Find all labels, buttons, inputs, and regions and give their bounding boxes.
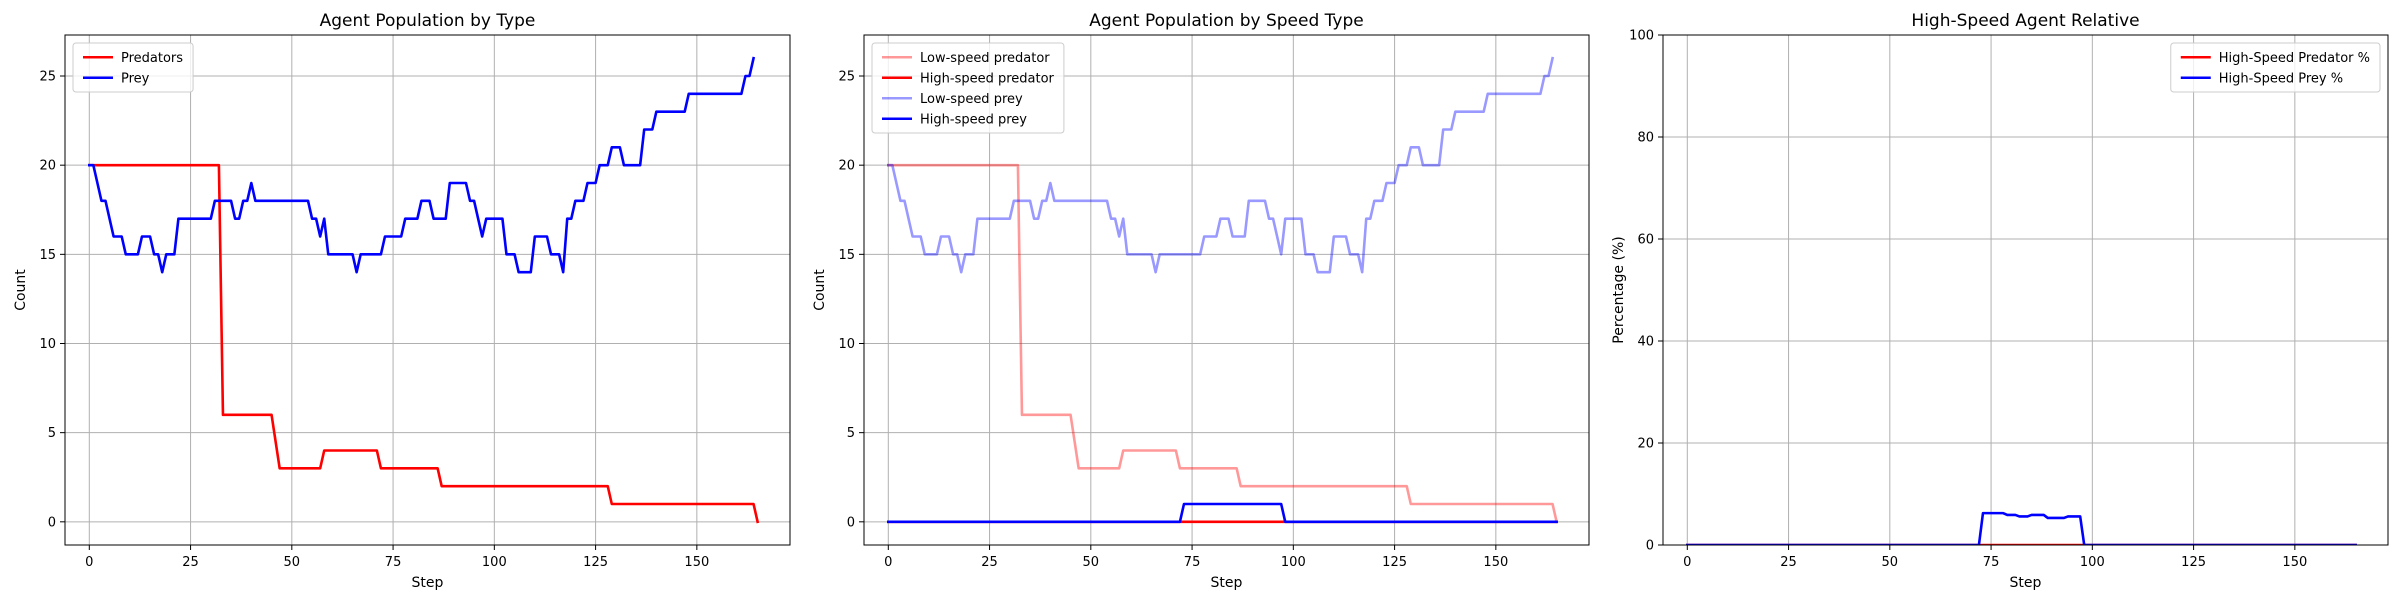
x-tick-label: 125	[583, 555, 608, 570]
y-tick-label: 0	[48, 515, 56, 530]
series-line-prey	[88, 56, 756, 274]
chart-title: High-Speed Agent Relative	[1911, 11, 2139, 31]
legend-entry: High-speed predator	[920, 71, 1055, 86]
legend: Predators Prey	[72, 42, 194, 93]
series-line-low-speed-predator	[887, 163, 1559, 524]
y-tick-label: 5	[847, 426, 855, 441]
y-tick-label: 0	[1646, 539, 1654, 554]
chart-3: 0 25 50 75 100 125 150 0 20 40 60 80 100 High-Speed A…	[1611, 11, 2389, 591]
y-axis-label: Percentage (%)	[1611, 236, 1627, 343]
series-group	[887, 56, 1559, 524]
x-tick-label: 50	[284, 555, 301, 570]
plot-frame	[1662, 34, 2389, 546]
y-axis-label: Count	[812, 269, 828, 311]
y-tick-label: 20	[39, 159, 56, 174]
x-tick-label: 100	[1281, 555, 1306, 570]
y-tick-label: 60	[1637, 233, 1654, 248]
x-tick-label: 150	[684, 555, 709, 570]
legend-box	[72, 42, 194, 93]
y-tick-label: 20	[838, 159, 855, 174]
legend-entry: Predators	[121, 51, 183, 66]
plot-frame	[64, 34, 791, 546]
x-tick-label: 25	[981, 555, 998, 570]
y-tick-label: 0	[847, 515, 855, 530]
legend-entry: Low-speed prey	[920, 92, 1023, 107]
x-tick-label: 100	[2080, 555, 2105, 570]
y-tick-label: 40	[1637, 335, 1654, 350]
y-tick-label: 20	[1637, 437, 1654, 452]
x-tick-label: 50	[1083, 555, 1100, 570]
x-tick-label: 100	[482, 555, 507, 570]
x-tick-label: 0	[1683, 555, 1691, 570]
x-tick-label: 0	[85, 555, 93, 570]
series-group	[1686, 511, 2357, 545]
series-line-high-speed-prey	[887, 502, 1558, 524]
x-axis-label: Step	[412, 575, 444, 591]
chart-1: 0 25 50 75 100 125 150 0 5 10 15 20 25 Agent Populati…	[13, 11, 791, 591]
plot-frame	[863, 34, 1590, 546]
x-axis-label: Step	[2010, 575, 2042, 591]
y-tick-label: 15	[838, 248, 855, 263]
legend-entry: High-Speed Prey %	[2219, 71, 2343, 86]
series-group	[88, 56, 760, 524]
y-tick-label: 15	[39, 248, 56, 263]
x-tick-label: 0	[884, 555, 892, 570]
series-line-predators	[88, 163, 760, 524]
legend: High-Speed Predator % High-Speed Prey %	[2170, 42, 2381, 93]
y-tick-label: 10	[838, 337, 855, 352]
x-tick-label: 150	[2282, 555, 2307, 570]
x-tick-label: 25	[182, 555, 199, 570]
x-tick-label: 25	[1780, 555, 1797, 570]
chart-title: Agent Population by Speed Type	[1089, 11, 1363, 31]
series-line-low-speed-prey	[887, 56, 1555, 274]
chart-2: 0 25 50 75 100 125 150 0 5 10 15 20 25 Agent Populati…	[812, 11, 1590, 591]
chart-title: Agent Population by Type	[320, 11, 536, 31]
x-tick-label: 75	[1184, 555, 1201, 570]
x-tick-label: 75	[1983, 555, 2000, 570]
x-tick-label: 125	[2181, 555, 2206, 570]
legend-entry: Prey	[121, 71, 150, 86]
y-tick-label: 80	[1637, 131, 1654, 146]
legend-box	[2170, 42, 2381, 93]
y-tick-label: 25	[39, 70, 56, 85]
y-tick-label: 10	[39, 337, 56, 352]
x-tick-label: 75	[385, 555, 402, 570]
x-tick-label: 50	[1882, 555, 1899, 570]
y-tick-label: 25	[838, 70, 855, 85]
legend-entry: High-speed prey	[920, 112, 1027, 127]
legend-entry: High-Speed Predator %	[2219, 51, 2370, 66]
y-tick-label: 100	[1629, 29, 1654, 44]
legend: Low-speed predator High-speed predator Low…	[871, 42, 1065, 134]
x-tick-label: 150	[1483, 555, 1508, 570]
x-tick-label: 125	[1382, 555, 1407, 570]
legend-entry: Low-speed predator	[920, 51, 1050, 66]
y-axis-label: Count	[13, 269, 29, 311]
y-tick-label: 5	[48, 426, 56, 441]
series-line-high-speed-prey	[1686, 511, 2357, 545]
legend-box	[871, 42, 1065, 134]
x-axis-label: Step	[1211, 575, 1243, 591]
